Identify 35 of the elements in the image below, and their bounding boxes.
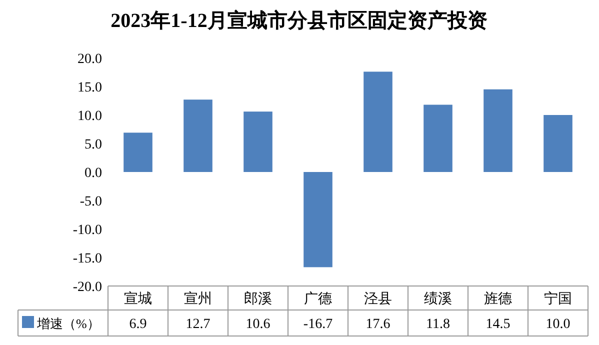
y-tick-label: 10.0	[78, 109, 102, 124]
x-tick-label: 宣州	[184, 291, 212, 307]
chart-title: 2023年1-12月宣城市分县市区固定资产投资	[110, 9, 488, 32]
bar	[184, 100, 212, 172]
x-tick-label: 宣城	[124, 291, 152, 307]
bar	[424, 104, 452, 172]
y-tick-label: -20.0	[72, 280, 102, 295]
y-tick-label: 5.0	[84, 138, 102, 152]
bar	[304, 172, 332, 268]
data-label: 10.0	[546, 317, 570, 332]
data-label: 10.6	[246, 317, 270, 332]
data-label: 14.5	[486, 317, 510, 332]
bar	[244, 112, 272, 172]
x-tick-label: 泾县	[364, 291, 392, 307]
x-tick-label: 旌德	[484, 291, 512, 307]
bar	[124, 132, 152, 172]
x-tick-label: 宁国	[544, 291, 572, 307]
bar	[484, 89, 512, 172]
y-tick-label: -10.0	[72, 223, 102, 238]
legend-label: 增速（%）	[36, 316, 100, 331]
x-tick-label: 广德	[304, 291, 332, 307]
bar	[364, 72, 392, 172]
y-tick-label: -15.0	[72, 252, 102, 266]
y-tick-label: 0.0	[84, 166, 102, 181]
bar	[544, 115, 572, 172]
data-label: -16.7	[303, 317, 333, 332]
data-label: 11.8	[426, 317, 450, 332]
y-tick-label: 15.0	[78, 80, 102, 96]
y-tick-label: -5.0	[80, 194, 102, 210]
x-tick-label: 绩溪	[424, 291, 452, 307]
data-label: 17.6	[366, 317, 390, 332]
data-label: 12.7	[186, 317, 210, 332]
x-tick-label: 郎溪	[244, 291, 272, 307]
y-tick-label: 20.0	[78, 52, 102, 67]
data-label: 6.9	[129, 317, 147, 332]
